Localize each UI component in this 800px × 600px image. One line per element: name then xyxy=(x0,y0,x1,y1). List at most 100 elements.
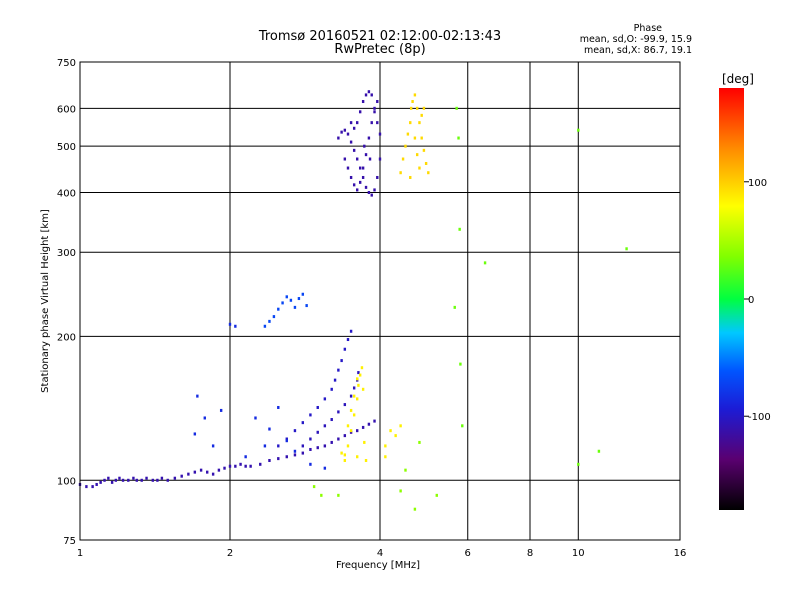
data-point xyxy=(418,121,421,125)
data-point xyxy=(355,397,359,401)
colorbar-tick-label: -100 xyxy=(748,412,771,423)
data-point xyxy=(337,410,340,414)
data-point xyxy=(330,440,333,444)
data-point xyxy=(355,121,359,125)
data-point xyxy=(330,387,333,391)
data-point xyxy=(349,121,353,125)
data-point xyxy=(349,140,353,144)
data-point xyxy=(367,90,371,94)
data-point xyxy=(415,153,419,157)
data-point xyxy=(343,453,347,457)
data-point xyxy=(305,304,308,308)
data-point xyxy=(483,261,487,265)
data-point xyxy=(337,136,340,140)
data-point xyxy=(285,439,288,443)
data-point xyxy=(355,455,359,459)
data-point xyxy=(301,444,305,448)
data-point xyxy=(340,359,343,363)
data-point xyxy=(293,453,297,457)
data-point xyxy=(346,166,350,170)
data-point xyxy=(249,464,252,468)
data-point xyxy=(343,128,347,132)
data-point xyxy=(577,128,580,132)
data-point xyxy=(370,121,373,125)
chart-title: Tromsø 20160521 02:12:00-02:13:43 xyxy=(258,29,501,44)
data-point xyxy=(352,394,356,398)
x-tick-label: 10 xyxy=(572,548,585,559)
data-point xyxy=(404,468,407,472)
y-tick-label: 100 xyxy=(57,476,76,487)
stats-o-mode: mean, sd,O: -99.9, 15.9 xyxy=(580,34,692,45)
data-point xyxy=(259,462,262,466)
colorbar-tick-label: 0 xyxy=(748,295,754,306)
data-point xyxy=(418,166,421,170)
colorbar: [deg] 100 0 -100 xyxy=(719,72,771,510)
data-point xyxy=(370,93,373,97)
data-point xyxy=(415,106,419,110)
data-point xyxy=(203,416,206,420)
data-point xyxy=(346,132,350,136)
data-point xyxy=(346,338,350,342)
data-point xyxy=(361,425,365,429)
data-point xyxy=(378,132,382,136)
x-tick-label: 4 xyxy=(377,548,383,559)
data-point xyxy=(373,106,376,110)
data-point xyxy=(373,419,376,423)
data-point xyxy=(316,405,319,409)
data-point xyxy=(373,188,376,192)
data-point xyxy=(389,429,392,433)
data-point xyxy=(320,493,323,497)
data-point xyxy=(399,424,402,428)
x-axis-label: Frequency [MHz] xyxy=(336,560,420,571)
x-tick-label: 8 xyxy=(527,548,533,559)
data-point xyxy=(458,227,461,231)
data-point xyxy=(323,466,327,470)
data-point xyxy=(107,476,110,480)
data-point xyxy=(346,444,350,448)
colorbar-tick-label: 100 xyxy=(748,178,767,189)
data-point xyxy=(193,470,197,474)
data-point xyxy=(277,444,280,448)
data-point xyxy=(285,455,288,459)
data-point xyxy=(361,100,365,104)
data-point xyxy=(228,322,232,326)
chart-subtitle: RwPretec (8p) xyxy=(334,42,425,57)
data-point xyxy=(422,148,426,152)
data-point xyxy=(357,383,360,387)
data-point xyxy=(277,405,280,409)
data-point xyxy=(457,136,460,140)
y-tick-label: 300 xyxy=(57,248,76,259)
data-point xyxy=(114,478,118,482)
data-point xyxy=(337,437,340,441)
data-point xyxy=(355,377,359,381)
data-point xyxy=(413,93,417,97)
data-point xyxy=(199,468,203,472)
data-point xyxy=(349,430,353,434)
data-point xyxy=(337,493,340,497)
data-point xyxy=(343,347,347,351)
data-point xyxy=(461,424,464,428)
data-point xyxy=(268,458,271,462)
data-point xyxy=(135,478,138,482)
data-point xyxy=(293,305,297,309)
data-point xyxy=(349,394,353,398)
data-point xyxy=(140,478,143,482)
data-point xyxy=(367,422,371,426)
data-point xyxy=(625,247,628,251)
data-point xyxy=(277,307,280,311)
data-point xyxy=(196,394,199,398)
data-point xyxy=(263,324,267,328)
data-point xyxy=(234,324,237,328)
data-point xyxy=(272,315,276,319)
data-point xyxy=(394,434,397,438)
data-point xyxy=(409,106,413,110)
data-point xyxy=(228,464,232,468)
data-point xyxy=(413,507,417,511)
data-point xyxy=(127,478,130,482)
data-point xyxy=(234,464,237,468)
data-point xyxy=(193,432,197,436)
data-point xyxy=(99,480,102,484)
data-point xyxy=(349,175,353,179)
data-point xyxy=(85,485,88,489)
data-point xyxy=(301,421,305,425)
